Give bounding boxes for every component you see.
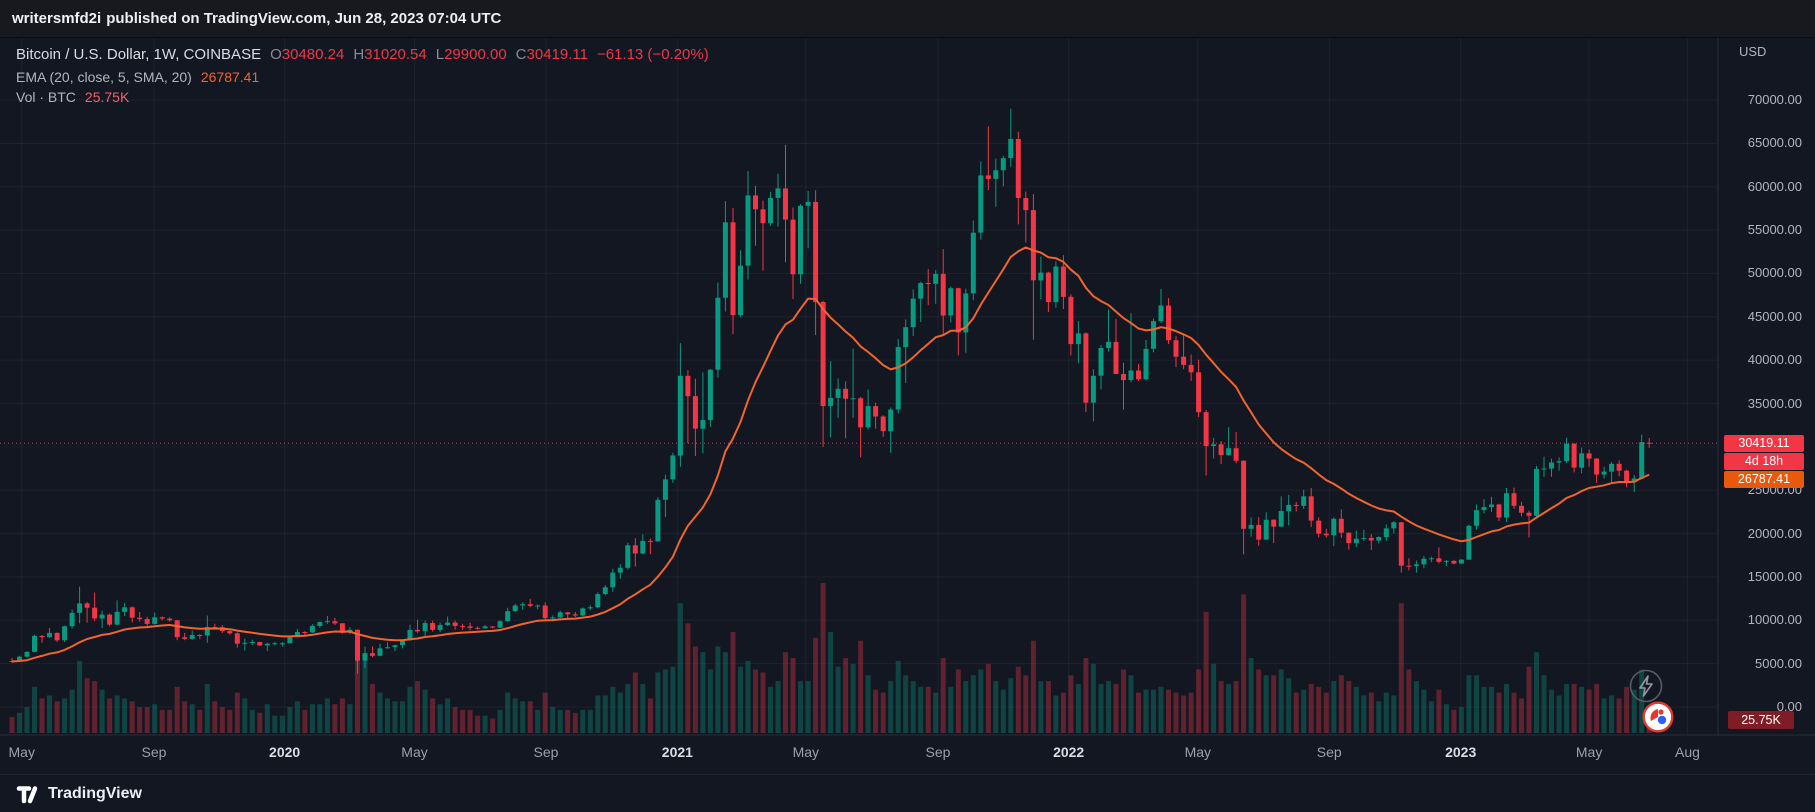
footer-bar: TradingView: [0, 774, 1815, 812]
price-tick-label: 10000.00: [1747, 612, 1802, 628]
symbol-title[interactable]: Bitcoin / U.S. Dollar, 1W, COINBASE: [16, 46, 262, 63]
volume-bars: [9, 583, 1652, 733]
time-tick-label: Aug: [1675, 744, 1700, 760]
time-tick-label: 2021: [661, 744, 693, 760]
ohlc-high-label: H: [353, 46, 365, 63]
ohlc-close-value: 30419.11: [526, 46, 588, 63]
volume-value-badge: 25.75K: [1728, 711, 1794, 729]
volume-indicator-label[interactable]: Vol · BTC: [16, 89, 76, 105]
price-tick-label: 55000.00: [1747, 222, 1802, 238]
price-tick-label: 0.00: [1776, 699, 1802, 714]
price-tick-label: 40000.00: [1747, 352, 1802, 368]
symbol-row: Bitcoin / U.S. Dollar, 1W, COINBASE O3048…: [16, 46, 709, 63]
price-tick-label: 15000.00: [1747, 568, 1802, 584]
ohlc-low-label: L: [435, 46, 445, 63]
ohlc-high-value: 31020.54: [364, 46, 427, 63]
price-tick-label: 50000.00: [1747, 265, 1802, 281]
time-tick-label: May: [1575, 744, 1603, 760]
ohlc-open-value: 30480.24: [281, 46, 345, 63]
price-tick-label: 35000.00: [1747, 395, 1802, 411]
price-tick-label: 45000.00: [1747, 308, 1802, 324]
time-tick-label: Sep: [533, 744, 559, 760]
time-tick-label: 2023: [1445, 744, 1477, 760]
ohlc-open-label: O: [270, 46, 282, 63]
ema-indicator-label[interactable]: EMA (20, close, 5, SMA, 20): [16, 69, 192, 85]
lightning-icon[interactable]: [1629, 669, 1663, 703]
ohlc-low-value: 29900.00: [444, 46, 507, 63]
bar-countdown-badge: 4d 18h: [1724, 452, 1804, 470]
time-tick-label: 2020: [269, 744, 301, 760]
chart-legend: Bitcoin / U.S. Dollar, 1W, COINBASE O3048…: [16, 46, 709, 105]
volume-indicator-value: 25.75K: [84, 89, 130, 105]
panel-separators: [0, 38, 1815, 736]
time-tick-label: Sep: [1316, 744, 1342, 760]
change-value: −61.13 (−0.20%): [596, 46, 709, 63]
price-tick-label: 70000.00: [1747, 92, 1802, 107]
candles: [9, 108, 1652, 674]
ohlc-close-label: C: [515, 46, 527, 63]
price-axis-unit: USD: [1739, 44, 1767, 59]
time-tick-label: May: [8, 744, 35, 760]
price-tick-label: 60000.00: [1747, 178, 1802, 194]
publish-text: published on TradingView.com, Jun 28, 20…: [106, 10, 502, 27]
price-tick-label: 20000.00: [1747, 525, 1802, 541]
time-tick-label: May: [1184, 744, 1212, 760]
price-tick-label: 65000.00: [1747, 135, 1802, 151]
time-tick-label: May: [401, 744, 428, 760]
time-tick-label: Sep: [925, 744, 951, 760]
ema-indicator-value: 26787.41: [200, 69, 260, 85]
publisher-avatar[interactable]: [1642, 701, 1674, 733]
tradingview-brand[interactable]: TradingView: [48, 784, 142, 802]
price-tick-label: 5000.00: [1755, 655, 1802, 671]
publish-bar: writersmfd2i published on TradingView.co…: [0, 0, 1815, 38]
volume-indicator-row: Vol · BTC 25.75K: [16, 89, 709, 105]
ema-line: [11, 246, 1650, 663]
last-price-badge: 30419.11: [1724, 434, 1804, 452]
time-tick-label: 2022: [1053, 744, 1085, 760]
time-tick-label: Sep: [141, 744, 167, 760]
tradingview-logo-icon[interactable]: [16, 782, 40, 806]
time-tick-label: May: [792, 744, 820, 760]
grid-lines: [0, 38, 1718, 735]
ema-value-badge: 26787.41: [1724, 470, 1804, 488]
ema-indicator-row: EMA (20, close, 5, SMA, 20) 26787.41: [16, 69, 709, 85]
publisher-username: writersmfd2i: [12, 10, 102, 27]
